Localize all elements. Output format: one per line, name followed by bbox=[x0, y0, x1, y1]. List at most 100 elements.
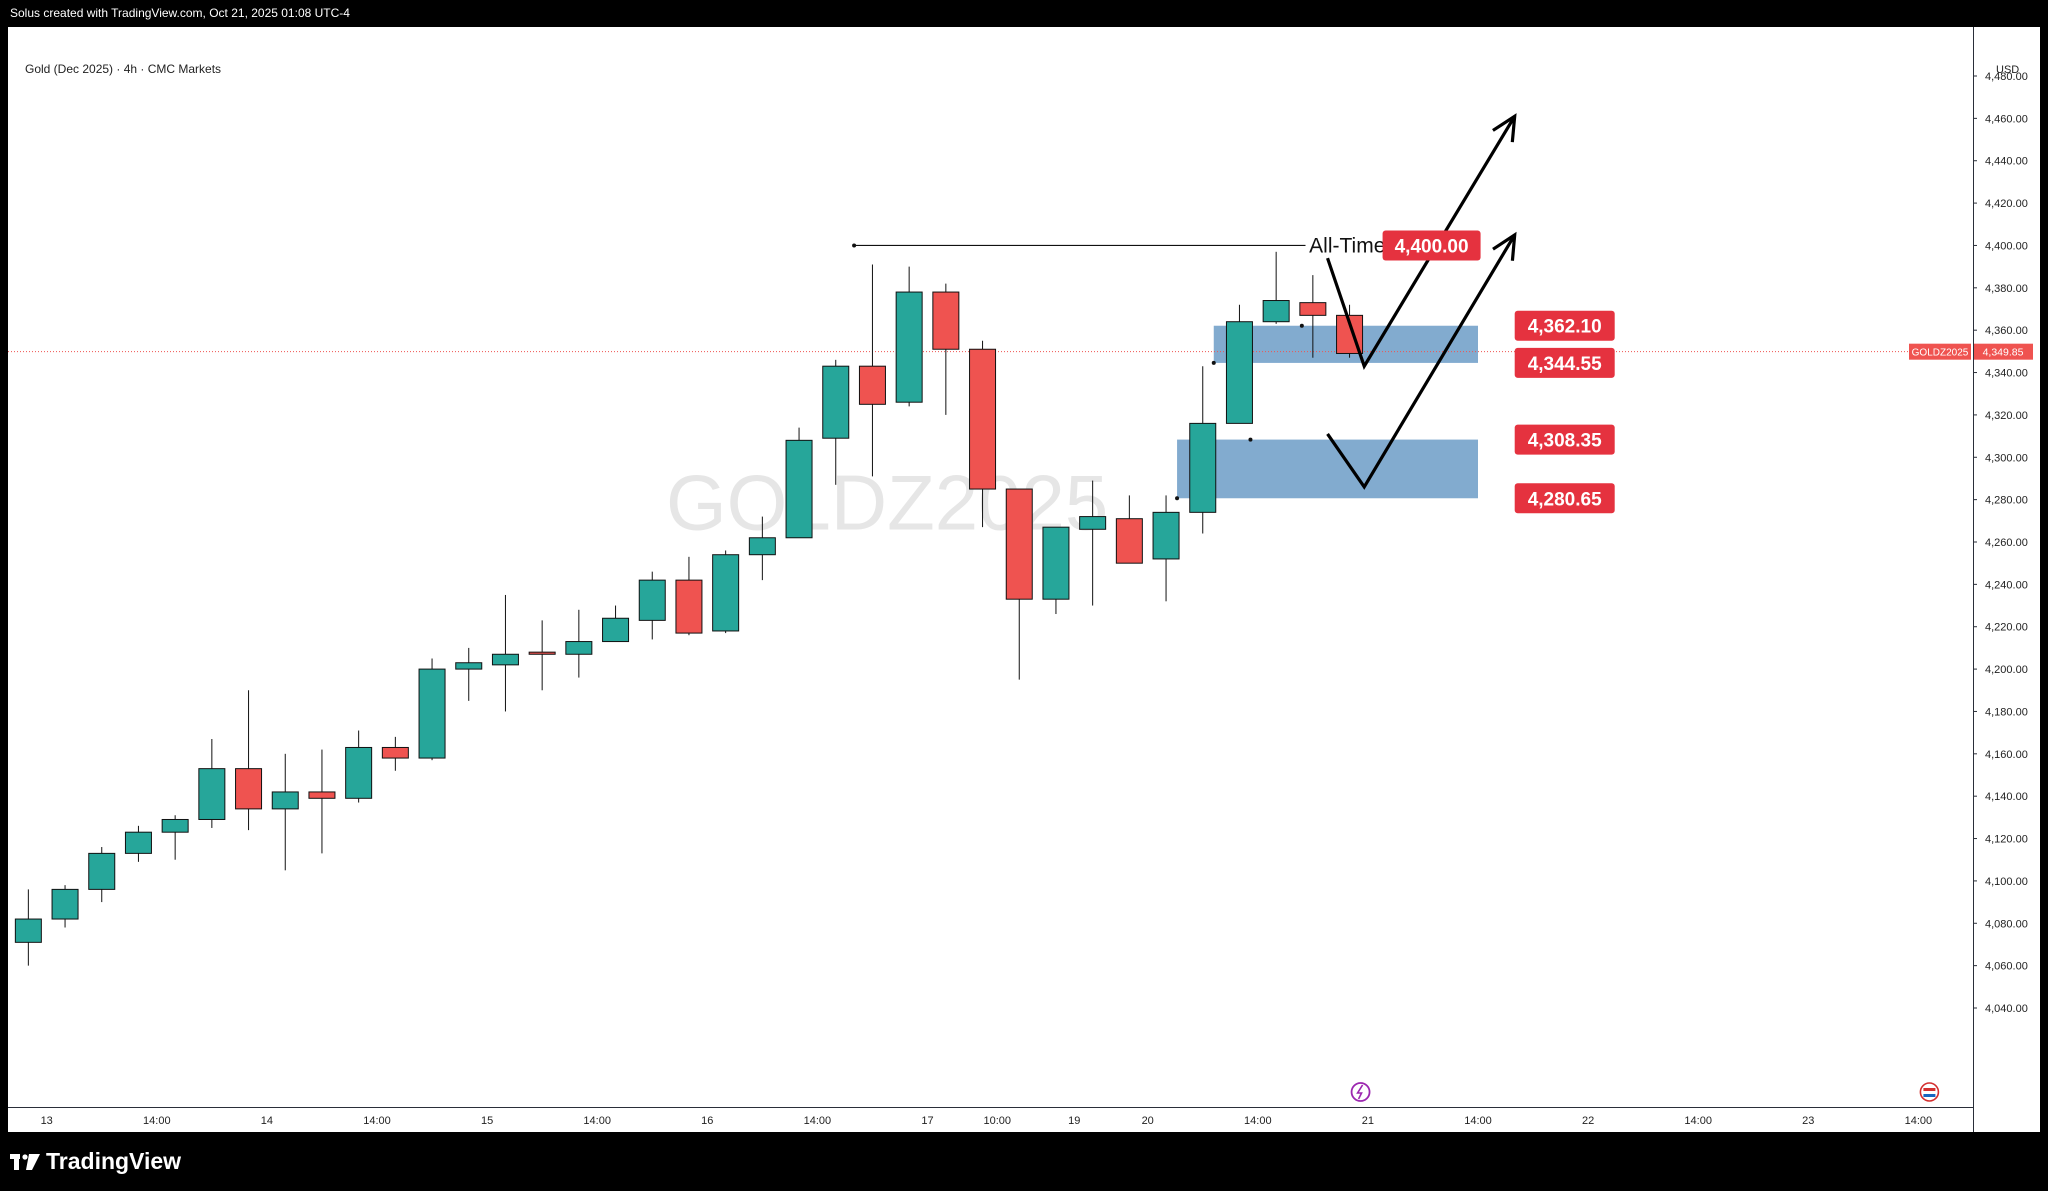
bearish-candle[interactable] bbox=[1005, 488, 1033, 600]
bullish-candle[interactable] bbox=[345, 746, 373, 799]
lightning-icon bbox=[1356, 1084, 1364, 1100]
symbol-price-tag: GOLDZ2025 bbox=[1912, 348, 1969, 359]
footer-bar: TradingView bbox=[0, 1132, 2048, 1191]
bullish-candle[interactable] bbox=[418, 668, 446, 759]
bullish-candle[interactable] bbox=[455, 662, 483, 670]
bearish-candle[interactable] bbox=[932, 291, 960, 350]
time-tick-label: 13 bbox=[41, 1115, 53, 1127]
time-tick-label: 22 bbox=[1582, 1115, 1594, 1127]
bearish-candle[interactable] bbox=[969, 348, 997, 490]
demand-zone[interactable] bbox=[1177, 439, 1478, 499]
time-tick-label: 14:00 bbox=[583, 1115, 611, 1127]
time-tick-label: 19 bbox=[1068, 1115, 1080, 1127]
bullish-candle[interactable] bbox=[1152, 511, 1180, 560]
us-flag-event-icon[interactable] bbox=[1919, 1082, 1940, 1102]
tradingview-logo[interactable]: TradingView bbox=[10, 1148, 181, 1175]
level-price-label: 4,308.35 bbox=[1528, 431, 1602, 452]
bullish-candle[interactable] bbox=[712, 554, 740, 632]
current-price-tag: 4,349.85 bbox=[1983, 347, 2024, 359]
bearish-candle[interactable] bbox=[381, 746, 409, 759]
bullish-candle[interactable] bbox=[1225, 321, 1253, 424]
time-tick-label: 21 bbox=[1362, 1115, 1374, 1127]
price-tick-label: 4,320.00 bbox=[1985, 410, 2028, 422]
time-tick-label: 14:00 bbox=[1684, 1115, 1712, 1127]
price-tick-label: 4,440.00 bbox=[1985, 156, 2028, 168]
caption-text: Solus created with TradingView.com, Oct … bbox=[10, 6, 350, 20]
symbol-price-tag-bg bbox=[1909, 343, 1971, 360]
level-price-label: 4,280.65 bbox=[1528, 489, 1602, 510]
level-price-label: 4,344.55 bbox=[1528, 354, 1602, 375]
price-tick-label: 4,080.00 bbox=[1985, 918, 2028, 930]
price-tick-label: 4,480.00 bbox=[1985, 71, 2028, 83]
time-tick-label: 14:00 bbox=[804, 1115, 832, 1127]
bullish-candle[interactable] bbox=[491, 653, 519, 666]
bullish-candle[interactable] bbox=[895, 291, 923, 403]
price-tick-label: 4,100.00 bbox=[1985, 876, 2028, 888]
time-tick-label: 10:00 bbox=[983, 1115, 1011, 1127]
time-tick-label: 14:00 bbox=[143, 1115, 171, 1127]
time-tick-label: 14:00 bbox=[1905, 1115, 1933, 1127]
bullish-candle[interactable] bbox=[51, 888, 79, 920]
price-tick-label: 4,340.00 bbox=[1985, 368, 2028, 380]
price-tick-label: 4,040.00 bbox=[1985, 1003, 2028, 1015]
bullish-candle[interactable] bbox=[785, 439, 813, 539]
bearish-candle[interactable] bbox=[528, 651, 556, 655]
candlestick-chart[interactable]: GOLDZ2025 4,040.00 4,060.00 4,080.00 4,100.0… bbox=[8, 27, 2040, 1132]
ath-anchor-dot bbox=[852, 243, 857, 248]
zone-anchor-dot bbox=[1211, 360, 1216, 365]
earnings-event-icon[interactable] bbox=[1350, 1082, 1371, 1102]
plot-area[interactable] bbox=[8, 27, 1973, 1107]
bullish-candle[interactable] bbox=[1262, 300, 1290, 323]
price-tick-label: 4,260.00 bbox=[1985, 537, 2028, 549]
currency-label: USD bbox=[1996, 64, 2020, 76]
ath-price-label-bg bbox=[1382, 230, 1481, 261]
price-tick-label: 4,160.00 bbox=[1985, 749, 2028, 761]
bullish-candle[interactable] bbox=[1079, 516, 1107, 530]
zone-anchor-dot bbox=[1299, 323, 1304, 328]
level-price-label-bg bbox=[1514, 483, 1615, 514]
projection-arrowhead bbox=[1492, 113, 1517, 143]
level-price-label-bg bbox=[1514, 424, 1615, 455]
bullish-candle[interactable] bbox=[1189, 422, 1217, 513]
price-tick-label: 4,140.00 bbox=[1985, 791, 2028, 803]
bearish-candle[interactable] bbox=[858, 365, 886, 405]
time-tick-label: 14 bbox=[261, 1115, 273, 1127]
price-tick-label: 4,300.00 bbox=[1985, 452, 2028, 464]
symbol-watermark: GOLDZ2025 bbox=[666, 458, 1108, 546]
time-tick-label: 14:00 bbox=[1464, 1115, 1492, 1127]
projection-path[interactable] bbox=[1326, 234, 1517, 490]
chart-frame[interactable]: GOLDZ2025 4,040.00 4,060.00 4,080.00 4,100.0… bbox=[8, 27, 2040, 1132]
bullish-candle[interactable] bbox=[822, 365, 850, 439]
bullish-candle[interactable] bbox=[198, 768, 226, 820]
price-tick-label: 4,380.00 bbox=[1985, 283, 2028, 295]
bearish-candle[interactable] bbox=[1299, 302, 1327, 316]
bearish-candle[interactable] bbox=[675, 579, 703, 634]
zone-anchor-dot bbox=[1175, 496, 1180, 501]
price-tick-label: 4,060.00 bbox=[1985, 961, 2028, 973]
time-tick-label: 15 bbox=[481, 1115, 493, 1127]
zone-anchor-dot bbox=[1248, 437, 1253, 442]
bullish-candle[interactable] bbox=[88, 852, 116, 890]
bullish-candle[interactable] bbox=[565, 641, 593, 655]
price-tick-label: 4,180.00 bbox=[1985, 706, 2028, 718]
bullish-candle[interactable] bbox=[1042, 526, 1070, 600]
price-tick-label: 4,220.00 bbox=[1985, 622, 2028, 634]
level-price-label: 4,362.10 bbox=[1528, 317, 1602, 338]
time-tick-label: 20 bbox=[1142, 1115, 1154, 1127]
bullish-candle[interactable] bbox=[14, 918, 42, 943]
bullish-candle[interactable] bbox=[638, 579, 666, 621]
price-tick-label: 4,120.00 bbox=[1985, 834, 2028, 846]
bearish-candle[interactable] bbox=[1115, 518, 1143, 564]
projection-path[interactable] bbox=[1326, 115, 1517, 370]
current-price-tag-bg bbox=[1974, 343, 2033, 360]
bullish-candle[interactable] bbox=[124, 831, 152, 854]
bullish-candle[interactable] bbox=[748, 537, 776, 556]
bullish-candle[interactable] bbox=[271, 791, 299, 810]
bullish-candle[interactable] bbox=[161, 818, 189, 833]
bullish-candle[interactable] bbox=[602, 617, 630, 643]
price-tick-label: 4,420.00 bbox=[1985, 198, 2028, 210]
tradingview-logo-icon bbox=[10, 1153, 40, 1170]
bearish-candle[interactable] bbox=[308, 791, 336, 799]
time-tick-label: 14:00 bbox=[1244, 1115, 1272, 1127]
bearish-candle[interactable] bbox=[235, 768, 263, 810]
